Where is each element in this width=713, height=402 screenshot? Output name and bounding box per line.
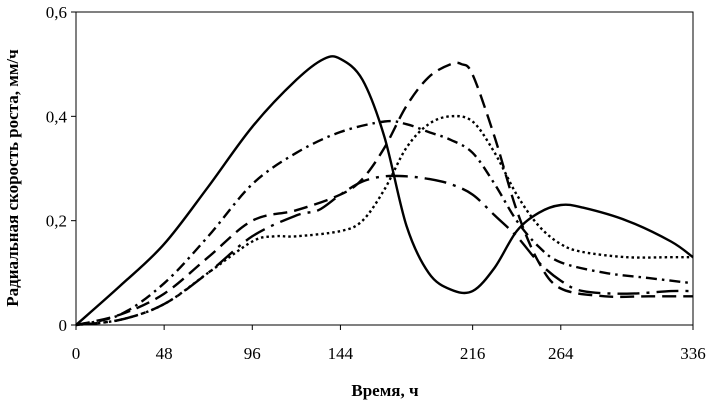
x-tick-label: 144: [328, 344, 354, 363]
series-line-5-longdashdot: [75, 174, 694, 327]
x-tick-label: 264: [548, 344, 574, 363]
x-tick-label: 216: [460, 344, 486, 363]
x-tick-label: 96: [244, 344, 261, 363]
x-tick-label: 48: [156, 344, 173, 363]
y-tick-label: 0,4: [46, 107, 68, 126]
series-group: [75, 55, 694, 327]
axes: [71, 11, 694, 330]
x-tick-label: 0: [72, 344, 81, 363]
y-tick-label: 0,6: [46, 3, 67, 22]
tick-labels: 0 0,2 0,4 0,6 0 48 96 144 216 264 336: [46, 3, 706, 363]
y-tick-label: 0,2: [46, 212, 67, 231]
x-axis-title: Время, ч: [351, 381, 419, 400]
series-line-1-solid: [75, 55, 694, 326]
series-line-2-dash: [75, 61, 693, 327]
plot-frame: [75, 11, 694, 326]
y-axis-title: Радиальная скорость роста, мм/ч: [3, 49, 22, 307]
series-line-4-dashdot: [75, 119, 694, 327]
y-tick-label: 0: [59, 316, 68, 335]
x-tick-label: 336: [680, 344, 706, 363]
